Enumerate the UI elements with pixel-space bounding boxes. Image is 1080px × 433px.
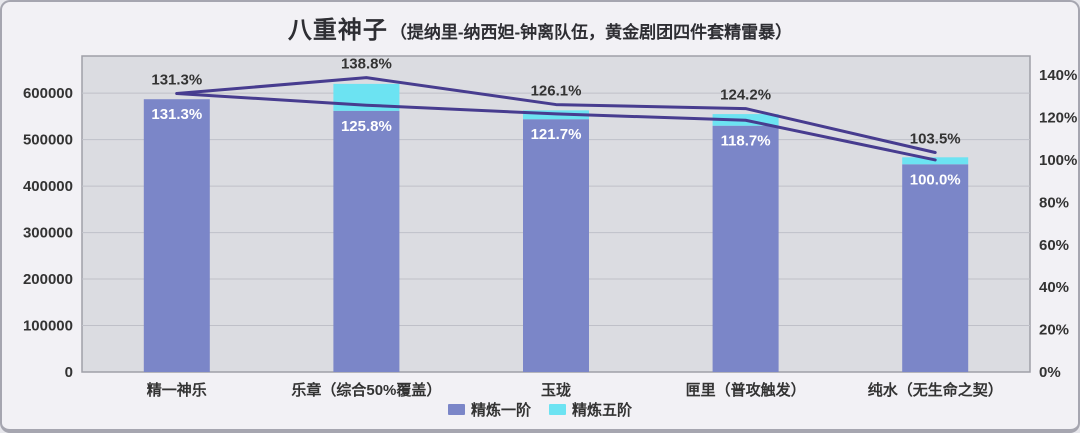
right-axis-tick-label: 0% — [1039, 364, 1061, 381]
bar-segment-r1 — [523, 119, 589, 372]
data-label-inside-bar: 118.7% — [721, 133, 771, 150]
r5-trend-line — [175, 76, 937, 154]
left-axis-tick-label: 300000 — [23, 225, 73, 242]
left-axis-tick-label: 500000 — [23, 132, 73, 149]
legend-label-r5: 精炼五阶 — [572, 402, 633, 419]
left-axis-tick-label: 100000 — [23, 318, 73, 335]
legend-item-r1: 精炼一阶 — [447, 399, 531, 420]
chart-title-main: 八重神子 — [287, 17, 388, 44]
category-label: 精一神乐 — [147, 381, 207, 399]
left-axis-tick-label: 0 — [65, 364, 73, 381]
left-axis-tick-label: 400000 — [23, 178, 73, 195]
data-label-above-bar: 138.8% — [341, 56, 392, 73]
bar-segment-r1 — [143, 99, 210, 372]
data-label-inside-bar: 125.8% — [341, 118, 392, 135]
right-axis-tick-label: 140% — [1039, 67, 1077, 84]
r1-trend-line — [175, 92, 937, 162]
data-label-inside-bar: 131.3% — [151, 106, 202, 123]
chart-title: 八重神子 （提纳里-纳西妲-钟离队伍，黄金剧团四件套精雷暴） — [2, 10, 1078, 45]
data-label-above-bar: 131.3% — [151, 72, 202, 89]
legend-swatch-r5 — [549, 404, 566, 415]
chart-title-subtitle: （提纳里-纳西妲-钟离队伍，黄金剧团四件套精雷暴） — [389, 23, 793, 42]
chart-legend: 精炼一阶 精炼五阶 — [2, 399, 1078, 420]
left-axis-tick-label: 600000 — [23, 85, 73, 102]
data-label-inside-bar: 100.0% — [910, 171, 961, 188]
category-label: 玉珑 — [541, 381, 571, 399]
data-label-inside-bar: 121.7% — [531, 126, 582, 143]
category-label: 匣里（普攻触发） — [686, 381, 806, 399]
category-label: 乐章（综合50%覆盖） — [291, 381, 441, 399]
bar-segment-r1 — [902, 164, 969, 372]
data-label-above-bar: 126.1% — [531, 83, 582, 100]
legend-item-r5: 精炼五阶 — [549, 399, 632, 420]
right-axis-tick-label: 60% — [1039, 237, 1069, 254]
left-axis-tick-label: 200000 — [23, 271, 73, 288]
right-axis-tick-label: 100% — [1039, 152, 1077, 169]
category-label: 纯水（无生命之契） — [868, 381, 1003, 399]
legend-swatch-r1 — [447, 404, 465, 415]
right-axis-tick-label: 120% — [1039, 110, 1077, 127]
bar-segment-r1 — [712, 125, 779, 373]
data-label-above-bar: 124.2% — [720, 87, 771, 104]
legend-label-r1: 精炼一阶 — [470, 402, 531, 419]
right-axis-tick-label: 40% — [1039, 279, 1069, 296]
bar-segment-r1 — [333, 110, 400, 372]
right-axis-tick-label: 80% — [1039, 194, 1069, 211]
right-axis-tick-label: 20% — [1039, 322, 1069, 339]
data-label-above-bar: 103.5% — [910, 130, 961, 147]
